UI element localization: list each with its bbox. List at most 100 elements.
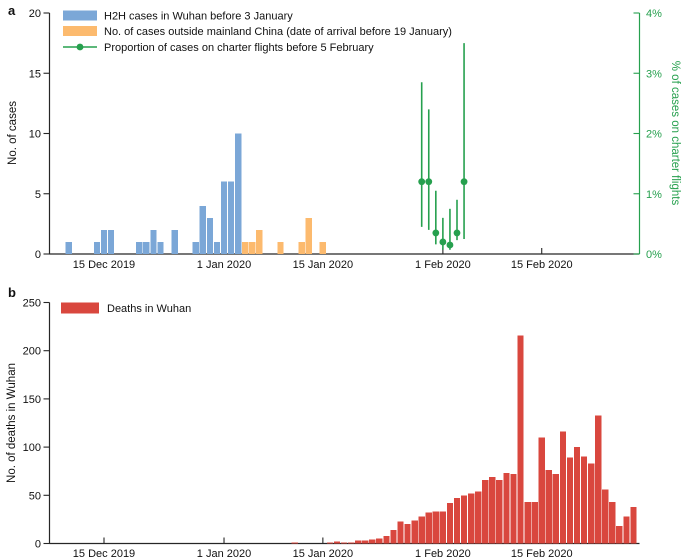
h2h-wuhan-bar bbox=[206, 217, 214, 254]
legend-swatch bbox=[63, 10, 97, 21]
deaths-bar bbox=[369, 539, 376, 544]
outside-china-bar bbox=[242, 241, 249, 254]
deaths-bar bbox=[489, 476, 496, 544]
deaths-bar bbox=[453, 498, 461, 544]
charter-point bbox=[439, 238, 447, 246]
y2-tick-label: 0% bbox=[646, 249, 662, 261]
deaths-bar bbox=[390, 530, 397, 544]
deaths-bar bbox=[524, 502, 531, 544]
deaths-bar bbox=[411, 520, 418, 544]
deaths-bar bbox=[545, 470, 552, 544]
deaths-bar bbox=[602, 489, 609, 544]
deaths-bar bbox=[531, 502, 538, 544]
h2h-wuhan-bar bbox=[234, 133, 242, 254]
deaths-bar bbox=[609, 502, 616, 544]
h2h-wuhan-bar bbox=[107, 229, 115, 254]
deaths-bar bbox=[397, 521, 404, 544]
deaths-bar bbox=[362, 540, 369, 544]
panel-b-label: b bbox=[8, 285, 16, 300]
deaths-bar bbox=[616, 526, 623, 544]
charter-point bbox=[446, 241, 454, 249]
deaths-bar bbox=[517, 335, 524, 544]
y-tick-label: 0 bbox=[35, 249, 41, 261]
deaths-bar bbox=[587, 463, 595, 544]
h2h-wuhan-bar bbox=[171, 229, 178, 254]
legend-swatch bbox=[63, 26, 97, 36]
deaths-bar bbox=[503, 473, 510, 544]
deaths-bar bbox=[460, 495, 468, 544]
h2h-wuhan-bar bbox=[227, 181, 235, 254]
h2h-wuhan-bar bbox=[150, 229, 157, 254]
legend-swatch bbox=[61, 302, 99, 314]
x-tick-label: 1 Jan 2020 bbox=[197, 548, 251, 559]
y-tick-label: 250 bbox=[23, 298, 41, 310]
x-tick-label: 1 Feb 2020 bbox=[415, 259, 471, 271]
deaths-bar bbox=[326, 542, 334, 544]
outside-china-bar bbox=[319, 241, 327, 254]
deaths-bar bbox=[566, 457, 574, 544]
deaths-bar bbox=[573, 447, 581, 544]
x-tick-label: 15 Jan 2020 bbox=[293, 259, 354, 271]
y2-tick-label: 2% bbox=[646, 129, 662, 141]
deaths-bar bbox=[291, 542, 298, 544]
deaths-bar bbox=[475, 491, 482, 544]
panel-a-y2label: % of cases on charter flights bbox=[669, 61, 681, 206]
deaths-bar bbox=[376, 538, 383, 544]
y-tick-label: 15 bbox=[29, 68, 41, 80]
deaths-bar bbox=[355, 540, 362, 544]
charter-point bbox=[425, 178, 433, 186]
y-tick-label: 0 bbox=[35, 539, 41, 551]
legend-label: No. of cases outside mainland China (dat… bbox=[104, 26, 452, 38]
outside-china-bar bbox=[256, 229, 263, 254]
deaths-bar bbox=[510, 474, 517, 544]
deaths-bar bbox=[347, 542, 355, 544]
y-tick-label: 100 bbox=[23, 442, 41, 454]
legend-label: H2H cases in Wuhan before 3 January bbox=[104, 11, 293, 23]
legend-label: Proportion of cases on charter flights b… bbox=[104, 42, 374, 54]
panel-b-ylabel: No. of deaths in Wuhan bbox=[6, 363, 18, 483]
h2h-wuhan-bar bbox=[213, 241, 221, 254]
x-tick-label: 15 Jan 2020 bbox=[293, 548, 354, 559]
y-tick-label: 50 bbox=[29, 490, 41, 502]
legend-label: Deaths in Wuhan bbox=[107, 303, 191, 315]
y2-tick-label: 4% bbox=[646, 8, 662, 20]
charter-point bbox=[460, 178, 468, 186]
deaths-bar bbox=[383, 535, 390, 544]
legend-point bbox=[76, 43, 84, 51]
x-tick-label: 15 Dec 2019 bbox=[73, 259, 135, 271]
y2-tick-label: 3% bbox=[646, 68, 662, 80]
x-tick-label: 15 Dec 2019 bbox=[73, 548, 135, 559]
deaths-bar bbox=[559, 431, 567, 544]
deaths-bar bbox=[340, 542, 348, 544]
charter-point bbox=[432, 229, 440, 237]
outside-china-bar bbox=[305, 217, 312, 254]
deaths-bar bbox=[482, 479, 489, 544]
h2h-wuhan-bar bbox=[192, 241, 199, 254]
x-tick-label: 15 Feb 2020 bbox=[511, 259, 573, 271]
deaths-bar bbox=[432, 511, 439, 544]
x-tick-label: 1 Jan 2020 bbox=[197, 259, 251, 271]
deaths-bar bbox=[446, 503, 454, 544]
deaths-bar bbox=[538, 437, 545, 544]
x-tick-label: 1 Feb 2020 bbox=[415, 548, 471, 559]
deaths-bar bbox=[630, 506, 637, 544]
y-tick-label: 20 bbox=[29, 8, 41, 20]
h2h-wuhan-bar bbox=[136, 241, 143, 254]
h2h-wuhan-bar bbox=[93, 241, 101, 254]
outside-china-bar bbox=[249, 241, 256, 254]
deaths-bar bbox=[595, 415, 602, 544]
outside-china-bar bbox=[277, 241, 284, 254]
deaths-bar bbox=[404, 524, 411, 544]
y-tick-label: 150 bbox=[23, 394, 41, 406]
deaths-bar bbox=[333, 541, 341, 544]
deaths-bar bbox=[418, 516, 425, 544]
deaths-bar bbox=[623, 516, 630, 544]
deaths-bar bbox=[439, 511, 447, 544]
panel-a-ylabel: No. of cases bbox=[7, 101, 19, 165]
y2-tick-label: 1% bbox=[646, 189, 662, 201]
charter-point bbox=[418, 178, 426, 186]
y-tick-label: 10 bbox=[29, 129, 41, 141]
h2h-wuhan-bar bbox=[100, 229, 108, 254]
h2h-wuhan-bar bbox=[199, 205, 206, 254]
